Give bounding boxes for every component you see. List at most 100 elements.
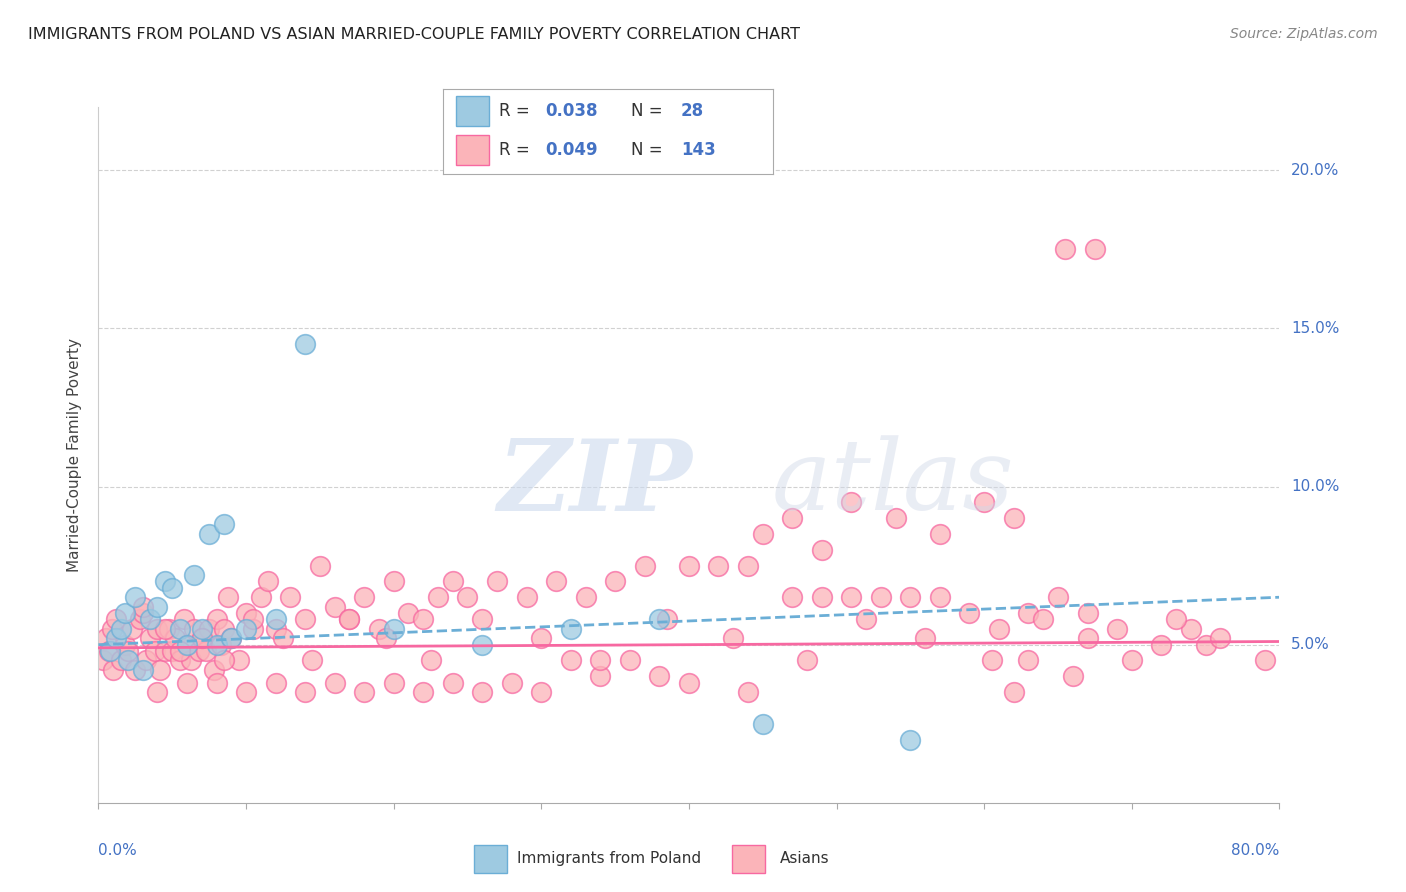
Point [294,685,316,699]
Bar [731,845,765,872]
Point [121,622,143,636]
Point [132,663,155,677]
Point [143,644,166,658]
Point [655,612,678,626]
Text: 28: 28 [681,103,704,120]
Point [162,581,183,595]
Point [191,632,214,646]
Point [212,622,235,636]
Text: N =: N = [631,103,668,120]
Point [1084,243,1107,257]
Point [264,612,287,626]
Point [105,612,128,626]
Point [176,675,198,690]
Point [353,591,375,605]
Point [323,675,346,690]
Point [1046,591,1069,605]
Point [173,612,195,626]
Point [100,622,122,636]
Point [648,669,671,683]
Point [412,685,434,699]
Point [914,632,936,646]
Point [337,612,360,626]
Point [973,495,995,509]
Point [235,622,257,636]
Text: ZIP: ZIP [496,434,692,531]
Point [605,574,627,589]
Point [368,622,391,636]
Point [146,622,169,636]
Text: 5.0%: 5.0% [1291,637,1330,652]
Y-axis label: Married-Couple Family Poverty: Married-Couple Family Poverty [67,338,83,572]
Point [456,591,478,605]
Point [987,622,1010,636]
Point [153,644,176,658]
Point [301,653,323,667]
Point [228,653,250,667]
Point [471,612,494,626]
Point [191,632,214,646]
Point [1121,653,1143,667]
Point [382,622,405,636]
Point [419,653,441,667]
Point [212,653,235,667]
Point [471,685,494,699]
Point [810,542,832,557]
Point [560,653,582,667]
Text: IMMIGRANTS FROM POLAND VS ASIAN MARRIED-COUPLE FAMILY POVERTY CORRELATION CHART: IMMIGRANTS FROM POLAND VS ASIAN MARRIED-… [28,27,800,42]
Point [209,638,232,652]
Text: 143: 143 [681,141,716,159]
Point [648,612,671,626]
Point [1254,653,1277,667]
Text: Asians: Asians [779,851,830,866]
Point [737,685,759,699]
Point [180,653,202,667]
Point [132,606,155,620]
Point [530,632,553,646]
Point [1164,612,1187,626]
Text: 0.0%: 0.0% [98,843,138,858]
Point [427,591,450,605]
Point [884,511,907,525]
Point [146,599,169,614]
Point [91,653,114,667]
Point [153,574,176,589]
Point [928,591,950,605]
Point [396,606,419,620]
Text: 0.038: 0.038 [546,103,598,120]
Point [678,675,700,690]
Point [839,591,862,605]
Point [278,591,302,605]
Point [516,591,538,605]
Point [1209,632,1232,646]
Point [183,622,205,636]
Text: R =: R = [499,103,536,120]
Point [205,675,228,690]
Point [271,632,294,646]
Point [796,653,818,667]
Point [959,606,981,620]
Point [157,622,180,636]
Point [900,732,922,747]
Point [707,558,730,573]
Point [117,644,139,658]
Point [205,612,228,626]
Point [242,622,264,636]
Point [589,653,612,667]
Point [633,558,655,573]
Point [128,612,150,626]
Point [169,622,191,636]
Point [103,663,125,677]
Point [574,591,596,605]
Point [928,527,950,541]
Point [855,612,877,626]
Point [1105,622,1128,636]
Point [97,644,120,658]
Point [782,511,804,525]
Point [486,574,509,589]
Point [105,632,128,646]
Point [169,644,191,658]
Bar [474,845,508,872]
Point [1195,638,1218,652]
Point [176,638,198,652]
